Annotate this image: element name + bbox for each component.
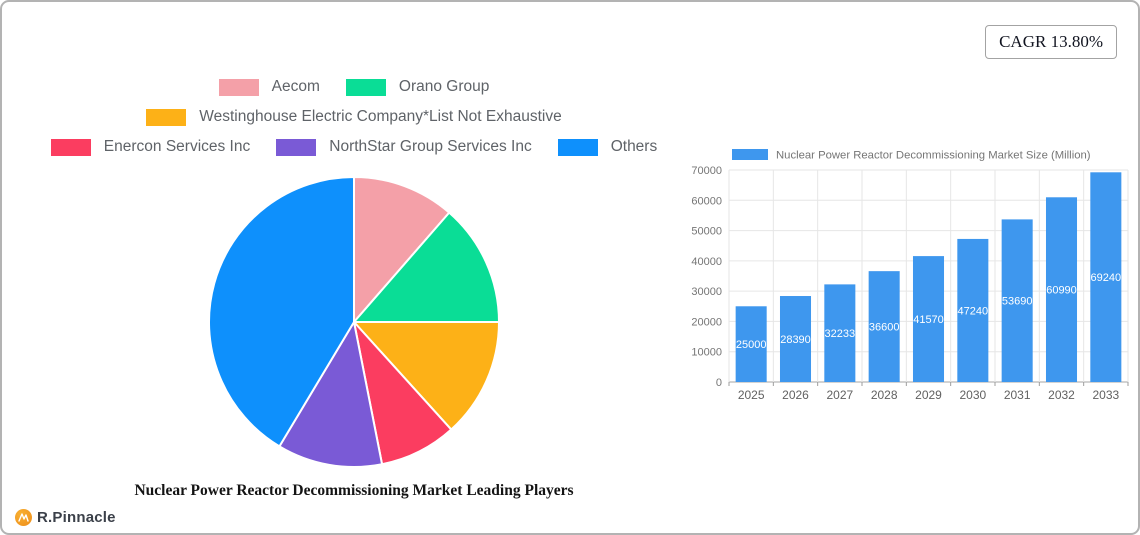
legend-label: Others (610, 138, 658, 155)
pie-legend-row: Westinghouse Electric Company*List Not E… (51, 108, 657, 126)
legend-label: Westinghouse Electric Company*List Not E… (199, 108, 562, 125)
legend-item-2[interactable]: Westinghouse Electric Company*List Not E… (146, 108, 562, 126)
legend-swatch (146, 108, 187, 126)
brand-name: R.Pinnacle (37, 509, 116, 526)
brand-logo: R.Pinnacle (15, 509, 116, 526)
bar-legend-label: Nuclear Power Reactor Decommissioning Ma… (776, 150, 1091, 162)
legend-swatch (218, 78, 259, 96)
x-axis-tick-label: 2032 (1048, 388, 1075, 402)
bar-chart: 0 10000 20000 30000 40000 50000 60000 70000 2500… (691, 149, 1129, 402)
y-axis-tick-label: 10000 (691, 347, 722, 359)
legend-swatch (345, 78, 386, 96)
bar-value-label: 47240 (958, 305, 989, 317)
x-axis-tick-label: 2029 (915, 388, 942, 402)
pie-chart-title: Nuclear Power Reactor Decommissioning Ma… (134, 482, 574, 499)
bar-2033[interactable] (1090, 172, 1122, 382)
pie-slice-1[interactable] (353, 211, 500, 323)
x-axis-tick-label: 2033 (1092, 388, 1119, 402)
bar-value-label: 25000 (736, 339, 767, 351)
x-axis-tick-label: 2030 (959, 388, 986, 402)
bar-value-label: 32233 (825, 328, 856, 340)
bar-2031[interactable] (1001, 219, 1033, 382)
pie-slice-4[interactable] (278, 321, 384, 468)
x-axis-tick-label: 2027 (826, 388, 853, 402)
y-axis-tick-label: 0 (716, 377, 722, 389)
legend-swatch (276, 138, 317, 156)
x-axis-tick-label: 2031 (1004, 388, 1031, 402)
pinnacle-peak-glyph (18, 513, 29, 522)
pie-legend: Aecom Orano Group Westinghouse Electric Co… (50, 78, 658, 168)
legend-label: Orano Group (398, 78, 490, 95)
x-axis-tick-label: 2025 (738, 388, 765, 402)
y-axis-tick-label: 50000 (691, 226, 722, 238)
legend-item-3[interactable]: Enercon Services Inc (50, 138, 251, 156)
bar-2025[interactable] (735, 306, 767, 382)
bar-legend-swatch[interactable] (732, 149, 768, 160)
bar-chart-section: 0 10000 20000 30000 40000 50000 60000 70000 2500… (684, 142, 1134, 415)
pie-chart-section: Aecom Orano Group Westinghouse Electric Co… (30, 78, 678, 500)
bar-value-label: 69240 (1091, 272, 1122, 284)
x-axis-tick-label: 2026 (782, 388, 809, 402)
legend-item-1[interactable]: Orano Group (345, 78, 490, 96)
legend-label: Aecom (271, 78, 320, 95)
cagr-badge: CAGR 13.80% (985, 25, 1117, 59)
y-axis-tick-label: 60000 (691, 195, 722, 207)
bar-value-label: 36600 (869, 322, 900, 334)
legend-swatch (50, 138, 91, 156)
legend-item-0[interactable]: Aecom (218, 78, 320, 96)
bar-2028[interactable] (868, 271, 900, 382)
legend-swatch (557, 138, 598, 156)
pie-slice-0[interactable] (353, 176, 451, 323)
y-axis-tick-label: 30000 (691, 286, 722, 298)
y-axis-tick-label: 40000 (691, 256, 722, 268)
bar-2029[interactable] (912, 256, 945, 382)
pie-slice-2[interactable] (353, 321, 500, 431)
bar-2027[interactable] (824, 284, 856, 382)
pie-chart (208, 176, 500, 468)
bar-value-label: 41570 (913, 314, 944, 326)
y-axis-tick-label: 20000 (691, 316, 722, 328)
legend-item-5[interactable]: Others (557, 138, 658, 156)
legend-label: Enercon Services Inc (103, 138, 251, 155)
y-axis-tick-label: 70000 (691, 165, 722, 177)
bar-2026[interactable] (779, 296, 812, 382)
bar-2032[interactable] (1045, 197, 1078, 382)
bar-value-label: 53690 (1002, 296, 1033, 308)
x-axis-tick-label: 2028 (871, 388, 898, 402)
bar-2030[interactable] (957, 238, 989, 382)
legend-item-4[interactable]: NorthStar Group Services Inc (276, 138, 532, 156)
pie-slice-5[interactable] (208, 176, 355, 448)
legend-label: NorthStar Group Services Inc (329, 138, 532, 155)
bar-value-label: 28390 (780, 334, 811, 346)
pinnacle-logo-icon (15, 509, 32, 526)
pie-legend-row: Aecom Orano Group (51, 78, 657, 96)
pie-legend-row: Enercon Services Inc NorthStar Group Serv… (50, 138, 658, 156)
bar-value-label: 60990 (1046, 285, 1077, 297)
